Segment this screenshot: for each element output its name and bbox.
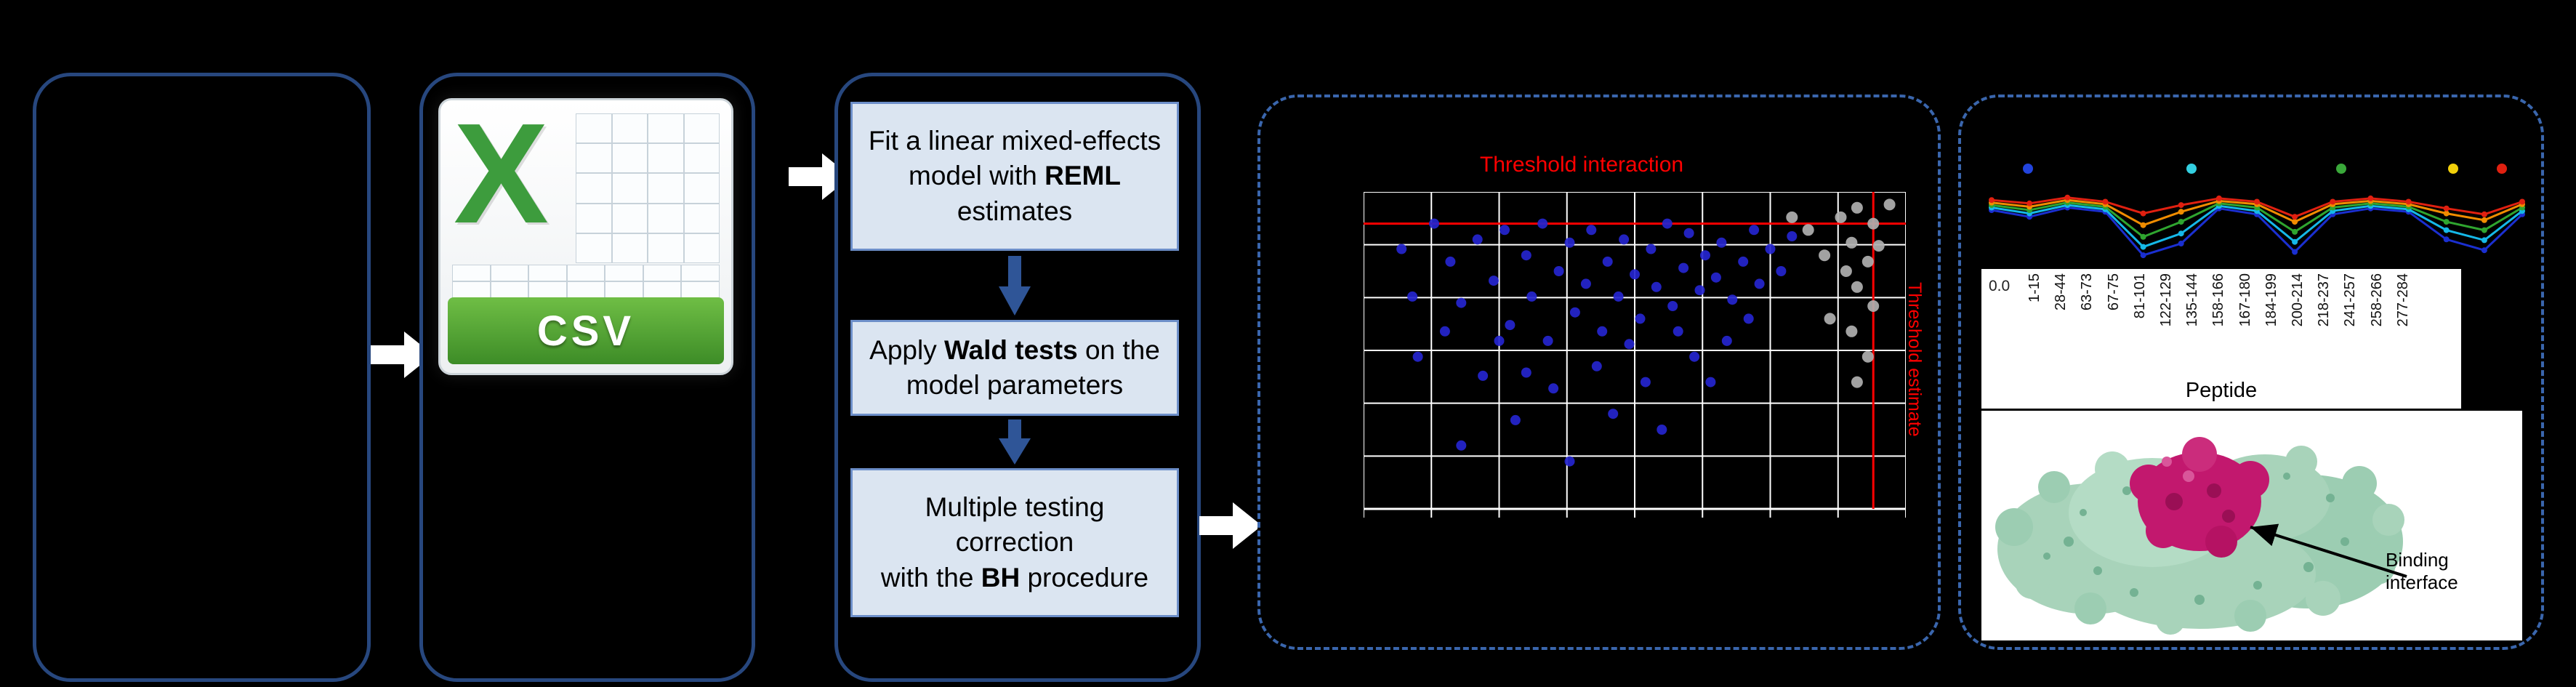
spreadsheet-cell [576,233,612,263]
threshold-scatter-plot [1363,191,1907,521]
peptide-tick-label: 67-75 [2105,273,2122,311]
protein-structure-image [1995,437,2407,635]
flow-arrow-right-icon [1199,500,1262,555]
peptide-tick-label: 200-214 [2290,273,2306,327]
peptide-tick-label: 63-73 [2079,273,2096,311]
spreadsheet-cell [648,173,684,204]
binding-interface-region [2130,437,2269,558]
spreadsheet-cell [681,281,720,298]
legend-dot-icon [2186,164,2197,174]
spreadsheet-grid-lower [452,265,720,298]
x-axis-title: Peptide [2185,379,2258,402]
spreadsheet-cell [683,203,720,233]
threshold-estimate-label: Threshold estimate [1904,282,1925,437]
protein-structure-panel: Binding interface [1981,411,2522,640]
y-axis-tick-label: 0.0 [1989,278,2011,294]
spreadsheet-cell [528,265,567,281]
right-arrow-icon [371,332,433,378]
peptide-axis-panel: 0.0 1-15 28-44 63-73 67-75 81-101 122-129 135-… [1981,269,2461,409]
flow-arrow-down-icon [999,256,1031,319]
spreadsheet-cell [576,143,612,174]
spreadsheet-cell [566,281,605,298]
peptide-profile-chart [1984,156,2529,269]
peptide-tick-label: 241-257 [2342,273,2359,327]
peptide-tick-label: 277-284 [2394,273,2411,327]
peptide-tick-label: 81-101 [2131,273,2148,319]
peptide-tick-label: 218-237 [2316,273,2333,327]
peptide-tick-label: 122-129 [2158,273,2175,327]
spreadsheet-cell [683,113,720,144]
csv-banner-label: CSV [536,307,635,355]
spreadsheet-cell [681,265,720,281]
threshold-interaction-label: Threshold interaction [1479,153,1684,177]
spreadsheet-cell [576,113,612,144]
input-stage-box [33,73,371,682]
spreadsheet-cell [611,113,648,144]
line-chart-svg [1989,194,2525,259]
legend-dot-icon [2497,164,2507,174]
peptide-tick-label: 28-44 [2053,273,2069,311]
spreadsheet-cell [643,265,682,281]
peptide-tick-label: 167-180 [2237,273,2253,327]
csv-file-icon: X CSV [438,94,733,375]
spreadsheet-cell [576,173,612,204]
legend-dot-icon [2022,164,2033,174]
process-step-reml: Fit a linear mixed-effects model with RE… [850,102,1179,251]
peptide-tick-label: 135-144 [2184,273,2201,327]
spreadsheet-cell [611,173,648,204]
peptide-tick-labels: 1-15 28-44 63-73 67-75 81-101 122-129 135-144 1… [2026,273,2412,361]
down-arrow-icon [999,256,1031,316]
spreadsheet-cell [648,203,684,233]
peptide-tick-label: 184-199 [2263,273,2279,327]
spreadsheet-cell [643,281,682,298]
spreadsheet-cell [648,143,684,174]
peptide-tick-label: 258-266 [2368,273,2385,327]
spreadsheet-cell [683,143,720,174]
spreadsheet-cell [528,281,567,298]
process-step-bh-text: Multiple testing correction with the BH … [880,492,1149,592]
spreadsheet-cell [648,233,684,263]
flow-arrow-down-icon [999,419,1031,468]
spreadsheet-cell [683,233,720,263]
legend-dot-icon [2447,164,2458,174]
spreadsheet-cell [648,113,684,144]
process-step-wald-text: Apply Wald tests on the model parameters [869,334,1160,400]
right-arrow-icon [1199,502,1262,549]
process-step-bh: Multiple testing correction with the BH … [850,468,1179,617]
csv-banner: CSV [448,297,724,364]
spreadsheet-cell [576,203,612,233]
spreadsheet-cell [611,233,648,263]
spreadsheet-cell [611,143,648,174]
spreadsheet-cell [605,265,643,281]
legend-dot-icon [2335,164,2346,174]
scatter-results-panel [1257,95,1941,650]
spreadsheet-cell [683,173,720,204]
spreadsheet-grid [576,113,720,263]
binding-interface-arrow [2250,523,2407,578]
spreadsheet-cell [490,265,529,281]
spreadsheet-cell [452,265,491,281]
process-step-reml-text: Fit a linear mixed-effects model with RE… [868,126,1162,226]
flow-arrow-right-icon [371,329,433,384]
excel-x-logo: X [454,94,549,253]
spreadsheet-cell [452,281,491,298]
peptide-tick-label: 158-166 [2210,273,2227,327]
spreadsheet-cell [605,281,643,298]
binding-interface-label: Binding interface [2386,549,2458,594]
scatter-plot-svg [1363,191,1907,518]
spreadsheet-cell [611,203,648,233]
process-step-wald: Apply Wald tests on the model parameters [850,320,1179,416]
spreadsheet-cell [566,265,605,281]
down-arrow-icon [999,419,1031,465]
spreadsheet-cell [490,281,529,298]
peptide-tick-label: 1-15 [2026,273,2042,303]
